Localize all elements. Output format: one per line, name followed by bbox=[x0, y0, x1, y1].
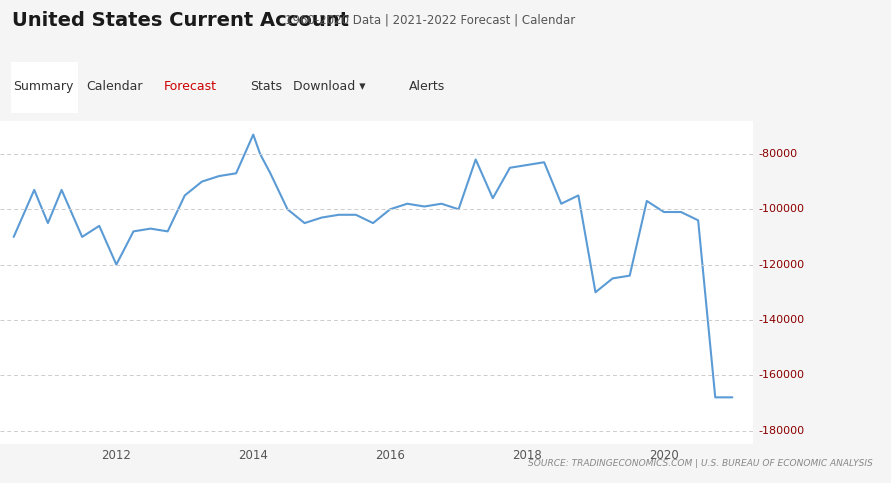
Text: -140000: -140000 bbox=[758, 315, 805, 325]
Text: -180000: -180000 bbox=[758, 426, 805, 436]
Text: -160000: -160000 bbox=[758, 370, 805, 380]
Text: United States Current Account: United States Current Account bbox=[12, 11, 348, 30]
Text: -100000: -100000 bbox=[758, 204, 805, 214]
Text: -80000: -80000 bbox=[758, 149, 797, 159]
FancyBboxPatch shape bbox=[11, 62, 78, 113]
Text: Forecast: Forecast bbox=[164, 81, 217, 93]
Text: Stats: Stats bbox=[250, 81, 282, 93]
Text: Calendar: Calendar bbox=[86, 81, 143, 93]
Text: -120000: -120000 bbox=[758, 259, 805, 270]
Text: Summary: Summary bbox=[13, 81, 74, 93]
Text: 1960-2020 Data | 2021-2022 Forecast | Calendar: 1960-2020 Data | 2021-2022 Forecast | Ca… bbox=[285, 14, 576, 27]
Text: SOURCE: TRADINGECONOMICS.COM | U.S. BUREAU OF ECONOMIC ANALYSIS: SOURCE: TRADINGECONOMICS.COM | U.S. BURE… bbox=[528, 459, 873, 468]
Text: Download ▾: Download ▾ bbox=[292, 81, 365, 93]
Text: Alerts: Alerts bbox=[409, 81, 445, 93]
